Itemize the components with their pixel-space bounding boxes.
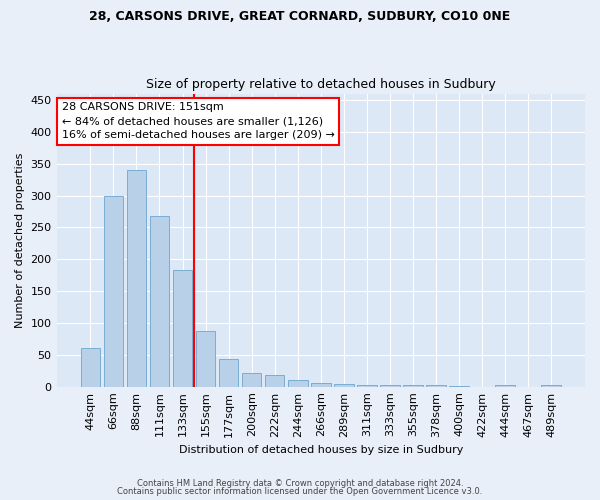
Text: Contains public sector information licensed under the Open Government Licence v3: Contains public sector information licen… <box>118 487 482 496</box>
X-axis label: Distribution of detached houses by size in Sudbury: Distribution of detached houses by size … <box>179 445 463 455</box>
Bar <box>242 372 262 386</box>
Bar <box>403 385 423 386</box>
Bar <box>196 330 215 386</box>
Bar <box>173 270 193 386</box>
Text: Contains HM Land Registry data © Crown copyright and database right 2024.: Contains HM Land Registry data © Crown c… <box>137 478 463 488</box>
Text: 28 CARSONS DRIVE: 151sqm
← 84% of detached houses are smaller (1,126)
16% of sem: 28 CARSONS DRIVE: 151sqm ← 84% of detach… <box>62 102 335 141</box>
Bar <box>380 385 400 386</box>
Bar <box>265 375 284 386</box>
Bar <box>311 384 331 386</box>
Bar <box>334 384 353 386</box>
Y-axis label: Number of detached properties: Number of detached properties <box>15 152 25 328</box>
Bar <box>80 348 100 387</box>
Bar <box>104 196 123 386</box>
Bar <box>219 358 238 386</box>
Bar <box>127 170 146 386</box>
Bar <box>149 216 169 386</box>
Bar <box>288 380 308 386</box>
Text: 28, CARSONS DRIVE, GREAT CORNARD, SUDBURY, CO10 0NE: 28, CARSONS DRIVE, GREAT CORNARD, SUDBUR… <box>89 10 511 23</box>
Bar <box>357 385 377 386</box>
Title: Size of property relative to detached houses in Sudbury: Size of property relative to detached ho… <box>146 78 496 91</box>
